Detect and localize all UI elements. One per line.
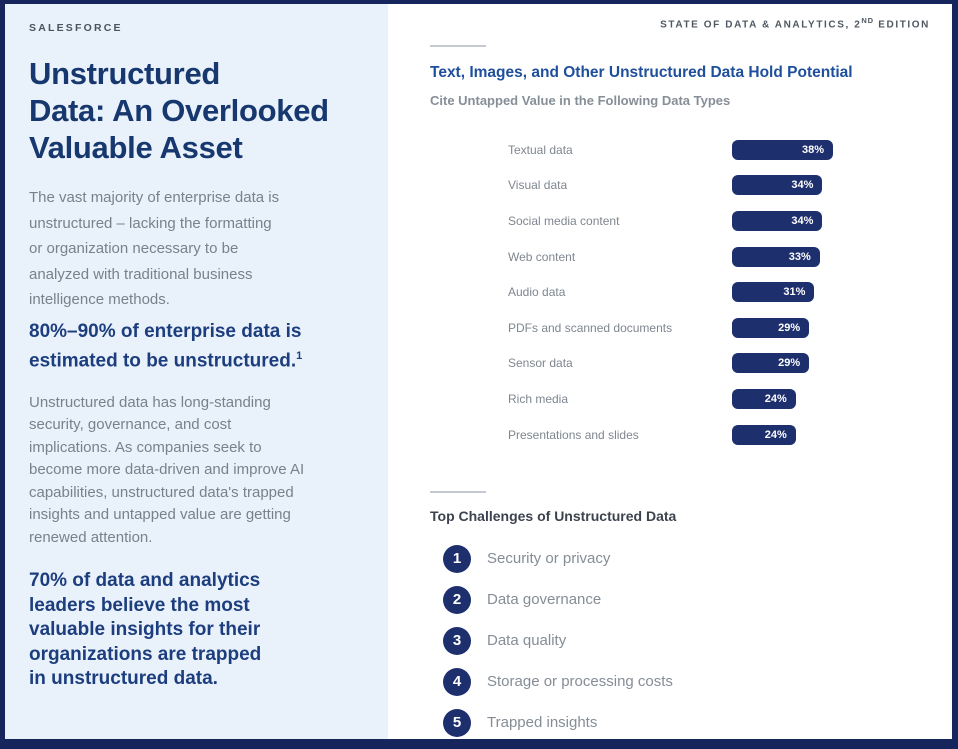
bar-label: Visual data [508,178,568,193]
challenge-label: Data quality [487,632,567,649]
bar-value-label: 24% [764,428,787,441]
chart-row: Textual data 38% [508,132,928,168]
bar-value-label: 34% [791,179,814,192]
chart-row: Visual data 34% [508,168,928,204]
challenges-heading: Top Challenges of Unstructured Data [430,508,677,524]
bar-chart: Textual data 38% Visual data 34% Social … [508,132,928,452]
left-panel: SALESFORCE Unstructured Data: An Overloo… [5,4,388,739]
challenge-label: Data governance [487,591,602,608]
bar: 29% [732,353,810,374]
bar: 24% [732,388,796,409]
section-divider [430,491,486,493]
numbered-badge: 2 [443,585,471,614]
bar: 34% [732,175,823,196]
report-edition-suffix: EDITION [873,19,930,31]
list-item: 5 Trapped insights [443,702,673,739]
bar-value-label: 29% [778,321,801,334]
chart-row: Sensor data 29% [508,346,928,382]
implications-paragraph: Unstructured data has long-standing secu… [29,393,305,546]
list-item: 3 Data quality [443,620,673,661]
report-edition-superscript: ND [861,16,874,25]
bar: 29% [732,317,810,338]
report-edition-prefix: STATE OF DATA & ANALYTICS, 2 [660,19,862,31]
bar-value-label: 33% [788,250,811,263]
bar-value-label: 34% [791,214,814,227]
bar-value-label: 29% [778,357,801,370]
bar-label: Audio data [508,285,566,300]
stat-callout-80-90: 80%–90% of enterprise data is estimated … [29,319,362,373]
challenge-label: Security or privacy [487,550,611,567]
bar-label: Textual data [508,142,573,157]
list-item: 4 Storage or processing costs [443,661,673,702]
challenge-label: Trapped insights [487,714,598,731]
chart-row: Presentations and slides 24% [508,417,928,453]
bar-label: Social media content [508,213,620,228]
chart-row: Social media content 34% [508,203,928,239]
bar: 38% [732,139,834,160]
bar-label: Sensor data [508,356,573,371]
bar-label: Web content [508,249,576,264]
bar-label: Presentations and slides [508,427,639,442]
chart-row: PDFs and scanned documents 29% [508,310,928,346]
report-edition-title: STATE OF DATA & ANALYTICS, 2ND EDITION [660,16,930,30]
chart-title: Text, Images, and Other Unstructured Dat… [430,64,853,81]
bar: 31% [732,282,815,303]
bar-value-label: 24% [764,392,787,405]
chart-row: Audio data 31% [508,274,928,310]
salesforce-logo: SALESFORCE [29,22,123,34]
chart-row: Web content 33% [508,239,928,275]
numbered-badge: 5 [443,708,471,737]
numbered-badge: 3 [443,626,471,655]
bar: 24% [732,424,796,445]
chart-subtitle: Cite Untapped Value in the Following Dat… [430,93,731,108]
bar-label: PDFs and scanned documents [508,320,673,335]
bar-value-label: 38% [802,143,825,156]
bar-label: Rich media [508,391,569,406]
numbered-badge: 4 [443,667,471,696]
bar-value-label: 31% [783,286,806,299]
chart-row: Rich media 24% [508,381,928,417]
list-item: 1 Security or privacy [443,538,673,579]
page-title: Unstructured Data: An Overlooked Valuabl… [29,56,329,165]
section-divider [430,45,486,47]
footnote-marker: 1 [296,349,303,362]
challenge-label: Storage or processing costs [487,673,673,690]
stat-callout-text: 80%–90% of enterprise data is estimated … [29,320,302,371]
bar: 33% [732,246,820,267]
list-item: 2 Data governance [443,579,673,620]
challenges-list: 1 Security or privacy 2 Data governance … [443,538,673,739]
intro-paragraph: The vast majority of enterprise data is … [29,189,280,308]
bar: 34% [732,210,823,231]
stat-callout-70: 70% of data and analytics leaders believ… [29,570,262,690]
numbered-badge: 1 [443,544,471,573]
